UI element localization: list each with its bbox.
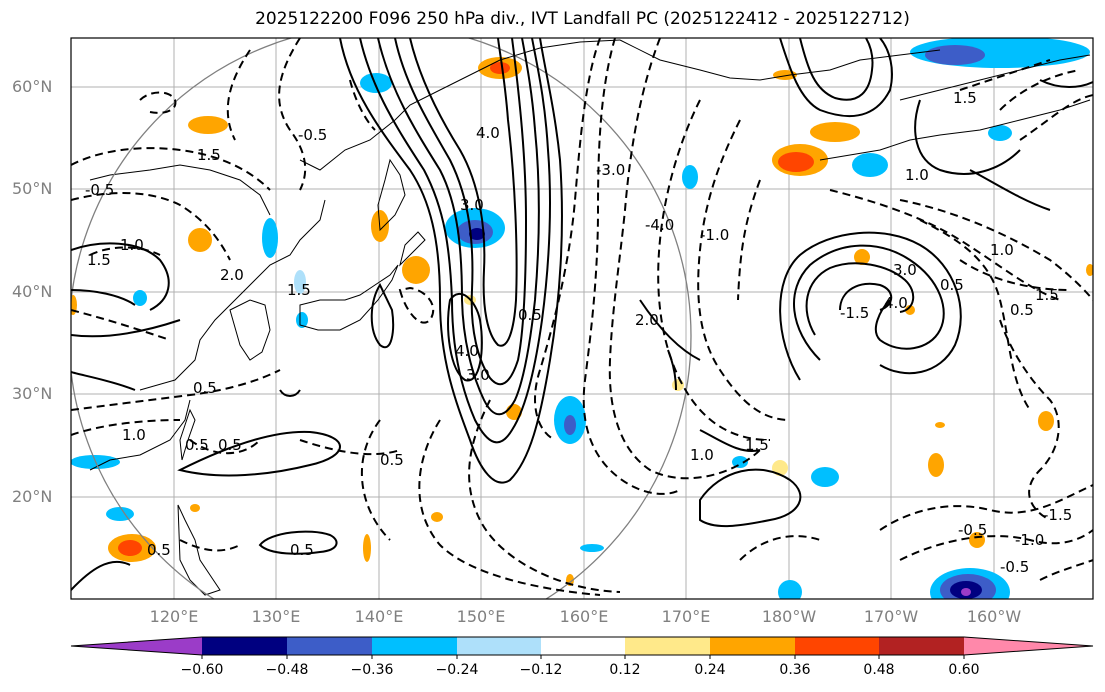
contour-label: 4.0 xyxy=(455,342,479,360)
divergence-shading xyxy=(71,38,1093,599)
contour-label: 4.0 xyxy=(476,124,500,142)
contour-label: 0.5 xyxy=(193,379,217,397)
contour-label: 2.0 xyxy=(220,266,244,284)
contour-labels: 4.0 4.0 4.0 3.0 3.0 3.0 2.0 2.0 1.5 1.5 … xyxy=(85,89,1072,576)
lon-label: 140°E xyxy=(354,607,404,626)
coastlines xyxy=(89,39,1091,596)
contour-label: 4.0 xyxy=(884,294,908,312)
contour-label: 0.5 xyxy=(518,306,542,324)
contour-label: 1.5 xyxy=(745,436,769,454)
contour-label: -0.5 xyxy=(298,126,327,144)
contour-label: 1.5 xyxy=(953,89,977,107)
contour-label: 1.5 xyxy=(287,281,311,299)
colorbar-tick-label: −0.24 xyxy=(435,662,479,678)
contour-label: -4.0 xyxy=(645,216,674,234)
lon-label: 170°W xyxy=(863,607,919,626)
colorbar-tick-label: 0.12 xyxy=(609,662,641,678)
contour-label: 1.0 xyxy=(122,426,146,444)
map-frame xyxy=(70,37,1094,600)
map-title: 2025122200 F096 250 hPa div., IVT Landfa… xyxy=(255,9,910,29)
contour-label: 1.0 xyxy=(990,241,1014,259)
positive-contours xyxy=(71,38,1093,591)
contour-label: 0.5 xyxy=(380,451,404,469)
lat-label: 60°N xyxy=(12,77,53,96)
contour-label: 3.0 xyxy=(460,196,484,214)
contour-label: 1.5 xyxy=(87,251,111,269)
contour-label: -3.0 xyxy=(596,161,625,179)
contour-label: 0.5 xyxy=(218,436,242,454)
contour-label: -1.0 xyxy=(700,226,729,244)
lat-label: 20°N xyxy=(12,487,53,506)
contour-label: 1.0 xyxy=(905,166,929,184)
lon-label: 160°E xyxy=(559,607,609,626)
lat-label: 50°N xyxy=(12,179,53,198)
lon-label: 160°W xyxy=(966,607,1022,626)
contour-label: 1.5 xyxy=(1035,286,1059,304)
colorbar-tick-label: −0.48 xyxy=(265,662,309,678)
colorbar-tick-label: 0.48 xyxy=(863,662,895,678)
lat-label: 30°N xyxy=(12,384,53,403)
contour-label: -0.5 xyxy=(958,521,987,539)
contour-label: -1.5 xyxy=(840,304,869,322)
range-circle xyxy=(71,38,692,599)
contour-label: 1.5 xyxy=(197,146,221,164)
colorbar-tick-label: −0.60 xyxy=(180,662,224,678)
contour-label: -0.5 xyxy=(85,181,114,199)
colorbar-tick-label: 0.36 xyxy=(779,662,811,678)
contour-label: 0.5 xyxy=(185,436,209,454)
contour-label: -0.5 xyxy=(1000,558,1029,576)
contour-label: 1.0 xyxy=(690,446,714,464)
lon-label: 130°E xyxy=(251,607,301,626)
contour-label: 0.5 xyxy=(1010,301,1034,319)
lon-label: 120°E xyxy=(149,607,199,626)
colorbar-tick-label: 0.24 xyxy=(694,662,726,678)
contour-label: -1.5 xyxy=(1043,506,1072,524)
contour-label: 2.0 xyxy=(635,311,659,329)
gridlines xyxy=(71,38,1093,599)
colorbar-tick-label: 0.60 xyxy=(948,662,980,678)
contour-label: 3.0 xyxy=(893,261,917,279)
contour-label: 0.5 xyxy=(147,541,171,559)
contour-label: 0.5 xyxy=(940,276,964,294)
lon-label: 150°E xyxy=(456,607,506,626)
lon-label: 170°E xyxy=(661,607,711,626)
contour-label: 0.5 xyxy=(290,541,314,559)
lon-label: 180°W xyxy=(761,607,817,626)
contour-label: 3.0 xyxy=(466,366,490,384)
contour-label: -1.0 xyxy=(1015,531,1044,549)
negative-contours xyxy=(71,38,1093,596)
colorbar-tick-label: −0.36 xyxy=(350,662,394,678)
lat-label: 40°N xyxy=(12,282,53,301)
colorbar-tick-label: −0.12 xyxy=(519,662,563,678)
contour-label: 1.0 xyxy=(120,236,144,254)
